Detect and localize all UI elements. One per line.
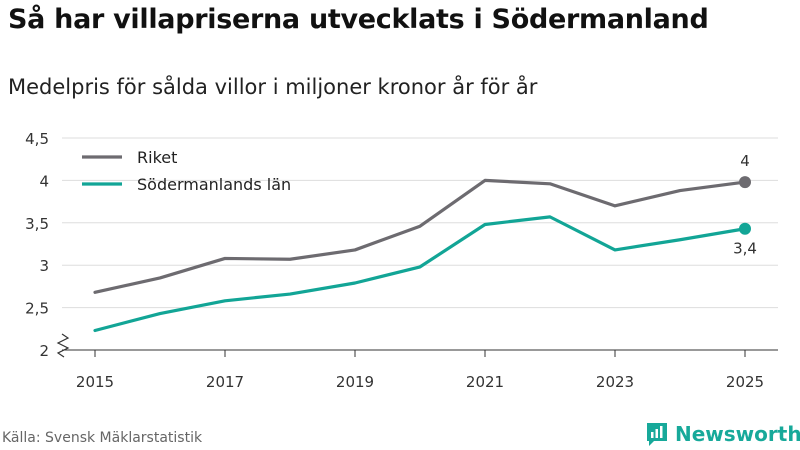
y-tick-label: 2: [39, 342, 49, 360]
source-note: Källa: Svensk Mäklarstatistik: [2, 430, 203, 446]
x-tick-label: 2015: [76, 373, 114, 391]
data-label: 3,4: [733, 240, 757, 258]
bar-chart-logo-icon: [647, 423, 667, 446]
y-tick-label: 4,5: [25, 130, 49, 148]
chart-title: Så har villapriserna utvecklats i Söderm…: [8, 4, 709, 35]
x-tick-label: 2021: [466, 373, 504, 391]
x-tick-label: 2025: [726, 373, 764, 391]
legend-label: Södermanlands län: [137, 175, 291, 194]
series-end-point: [739, 222, 751, 235]
legend-label: Riket: [137, 148, 177, 167]
series-end-point: [739, 176, 751, 189]
y-tick-label: 3,5: [25, 215, 49, 233]
x-tick-label: 2023: [596, 373, 634, 391]
data-label: 4: [740, 152, 750, 170]
x-tick-label: 2017: [206, 373, 244, 391]
brand-name: Newsworthy: [675, 422, 800, 446]
chart-subtitle: Medelpris för sålda villor i miljoner kr…: [8, 75, 538, 99]
y-tick-label: 4: [39, 172, 49, 190]
axis-break-icon: [56, 333, 70, 358]
series-line-riket: [93, 178, 747, 294]
x-tick-label: 2019: [336, 373, 374, 391]
brand-logo: Newsworthy: [645, 420, 800, 448]
y-tick-label: 2,5: [25, 300, 49, 318]
series-line-sodermanland: [93, 215, 747, 333]
y-tick-label: 3: [39, 257, 49, 275]
